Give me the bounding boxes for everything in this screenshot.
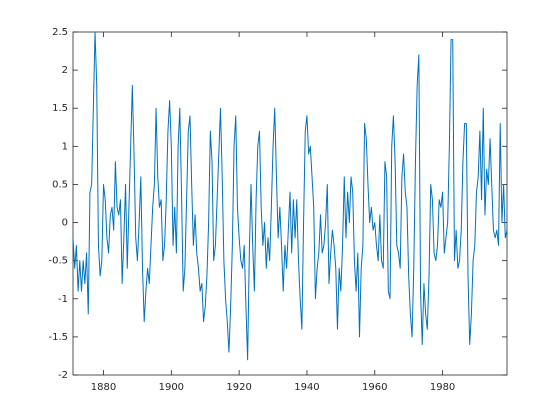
x-tick-label: 1980 [430, 382, 455, 393]
y-tick-label: 1 [62, 141, 68, 152]
x-tick-label: 1900 [159, 382, 184, 393]
y-tick-label: -1 [58, 294, 68, 305]
y-tick-label: 0.5 [52, 179, 68, 190]
y-tick-label: 0 [62, 218, 68, 229]
y-tick-label: 2.5 [52, 27, 68, 38]
x-tick-label: 1880 [91, 382, 116, 393]
data-line [72, 31, 508, 361]
x-tick-label: 1960 [362, 382, 387, 393]
y-tick-label: -0.5 [48, 256, 68, 267]
y-tick-label: -2 [58, 370, 68, 381]
y-tick-label: 2 [62, 65, 68, 76]
x-tick-label: 1940 [294, 382, 319, 393]
y-tick-label: -1.5 [48, 332, 68, 343]
x-tick-label: 1920 [226, 382, 251, 393]
y-tick-label: 1.5 [52, 103, 68, 114]
